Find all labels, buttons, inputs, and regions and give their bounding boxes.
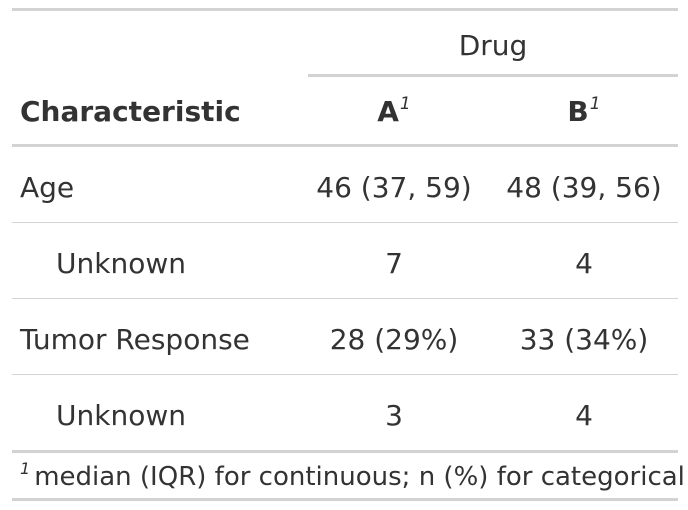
row-label: Age: [20, 171, 75, 204]
cell-b: 48 (39, 56): [506, 171, 662, 204]
cell-b: 4: [575, 247, 593, 280]
footnote-mark: 1: [589, 94, 601, 114]
cell-b: 4: [575, 399, 593, 432]
summary-table: Drug Characteristic A1 B1 Age 46 (37, 59…: [12, 8, 685, 504]
body-bottom-border: [12, 450, 678, 453]
footnote-mark: 1: [399, 94, 411, 114]
table-top-border: [12, 8, 678, 11]
column-header-a: A1: [377, 95, 411, 129]
cell-a: 28 (29%): [329, 323, 459, 356]
cell-a: 46 (37, 59): [316, 171, 472, 204]
table-bottom-border: [12, 498, 678, 501]
row-divider: [12, 374, 678, 375]
row-label: Tumor Response: [20, 323, 250, 356]
spanner-underline: [308, 74, 678, 77]
column-header-characteristic: Characteristic: [20, 95, 241, 128]
column-header-b: B1: [567, 95, 600, 129]
column-header-b-label: B: [567, 95, 589, 128]
footnote-mark: 1: [20, 459, 31, 478]
spanner-label: Drug: [458, 29, 528, 62]
cell-b: 33 (34%): [519, 323, 649, 356]
cell-a: 7: [385, 247, 403, 280]
row-label: Unknown: [56, 399, 186, 432]
column-header-a-label: A: [377, 95, 399, 128]
footnote-text: median (IQR) for continuous; n (%) for c…: [34, 462, 685, 492]
header-bottom-border: [12, 144, 678, 147]
row-label: Unknown: [56, 247, 186, 280]
row-divider: [12, 298, 678, 299]
row-divider: [12, 222, 678, 223]
table-footnote: 1 median (IQR) for continuous; n (%) for …: [20, 461, 685, 493]
cell-a: 3: [385, 399, 403, 432]
